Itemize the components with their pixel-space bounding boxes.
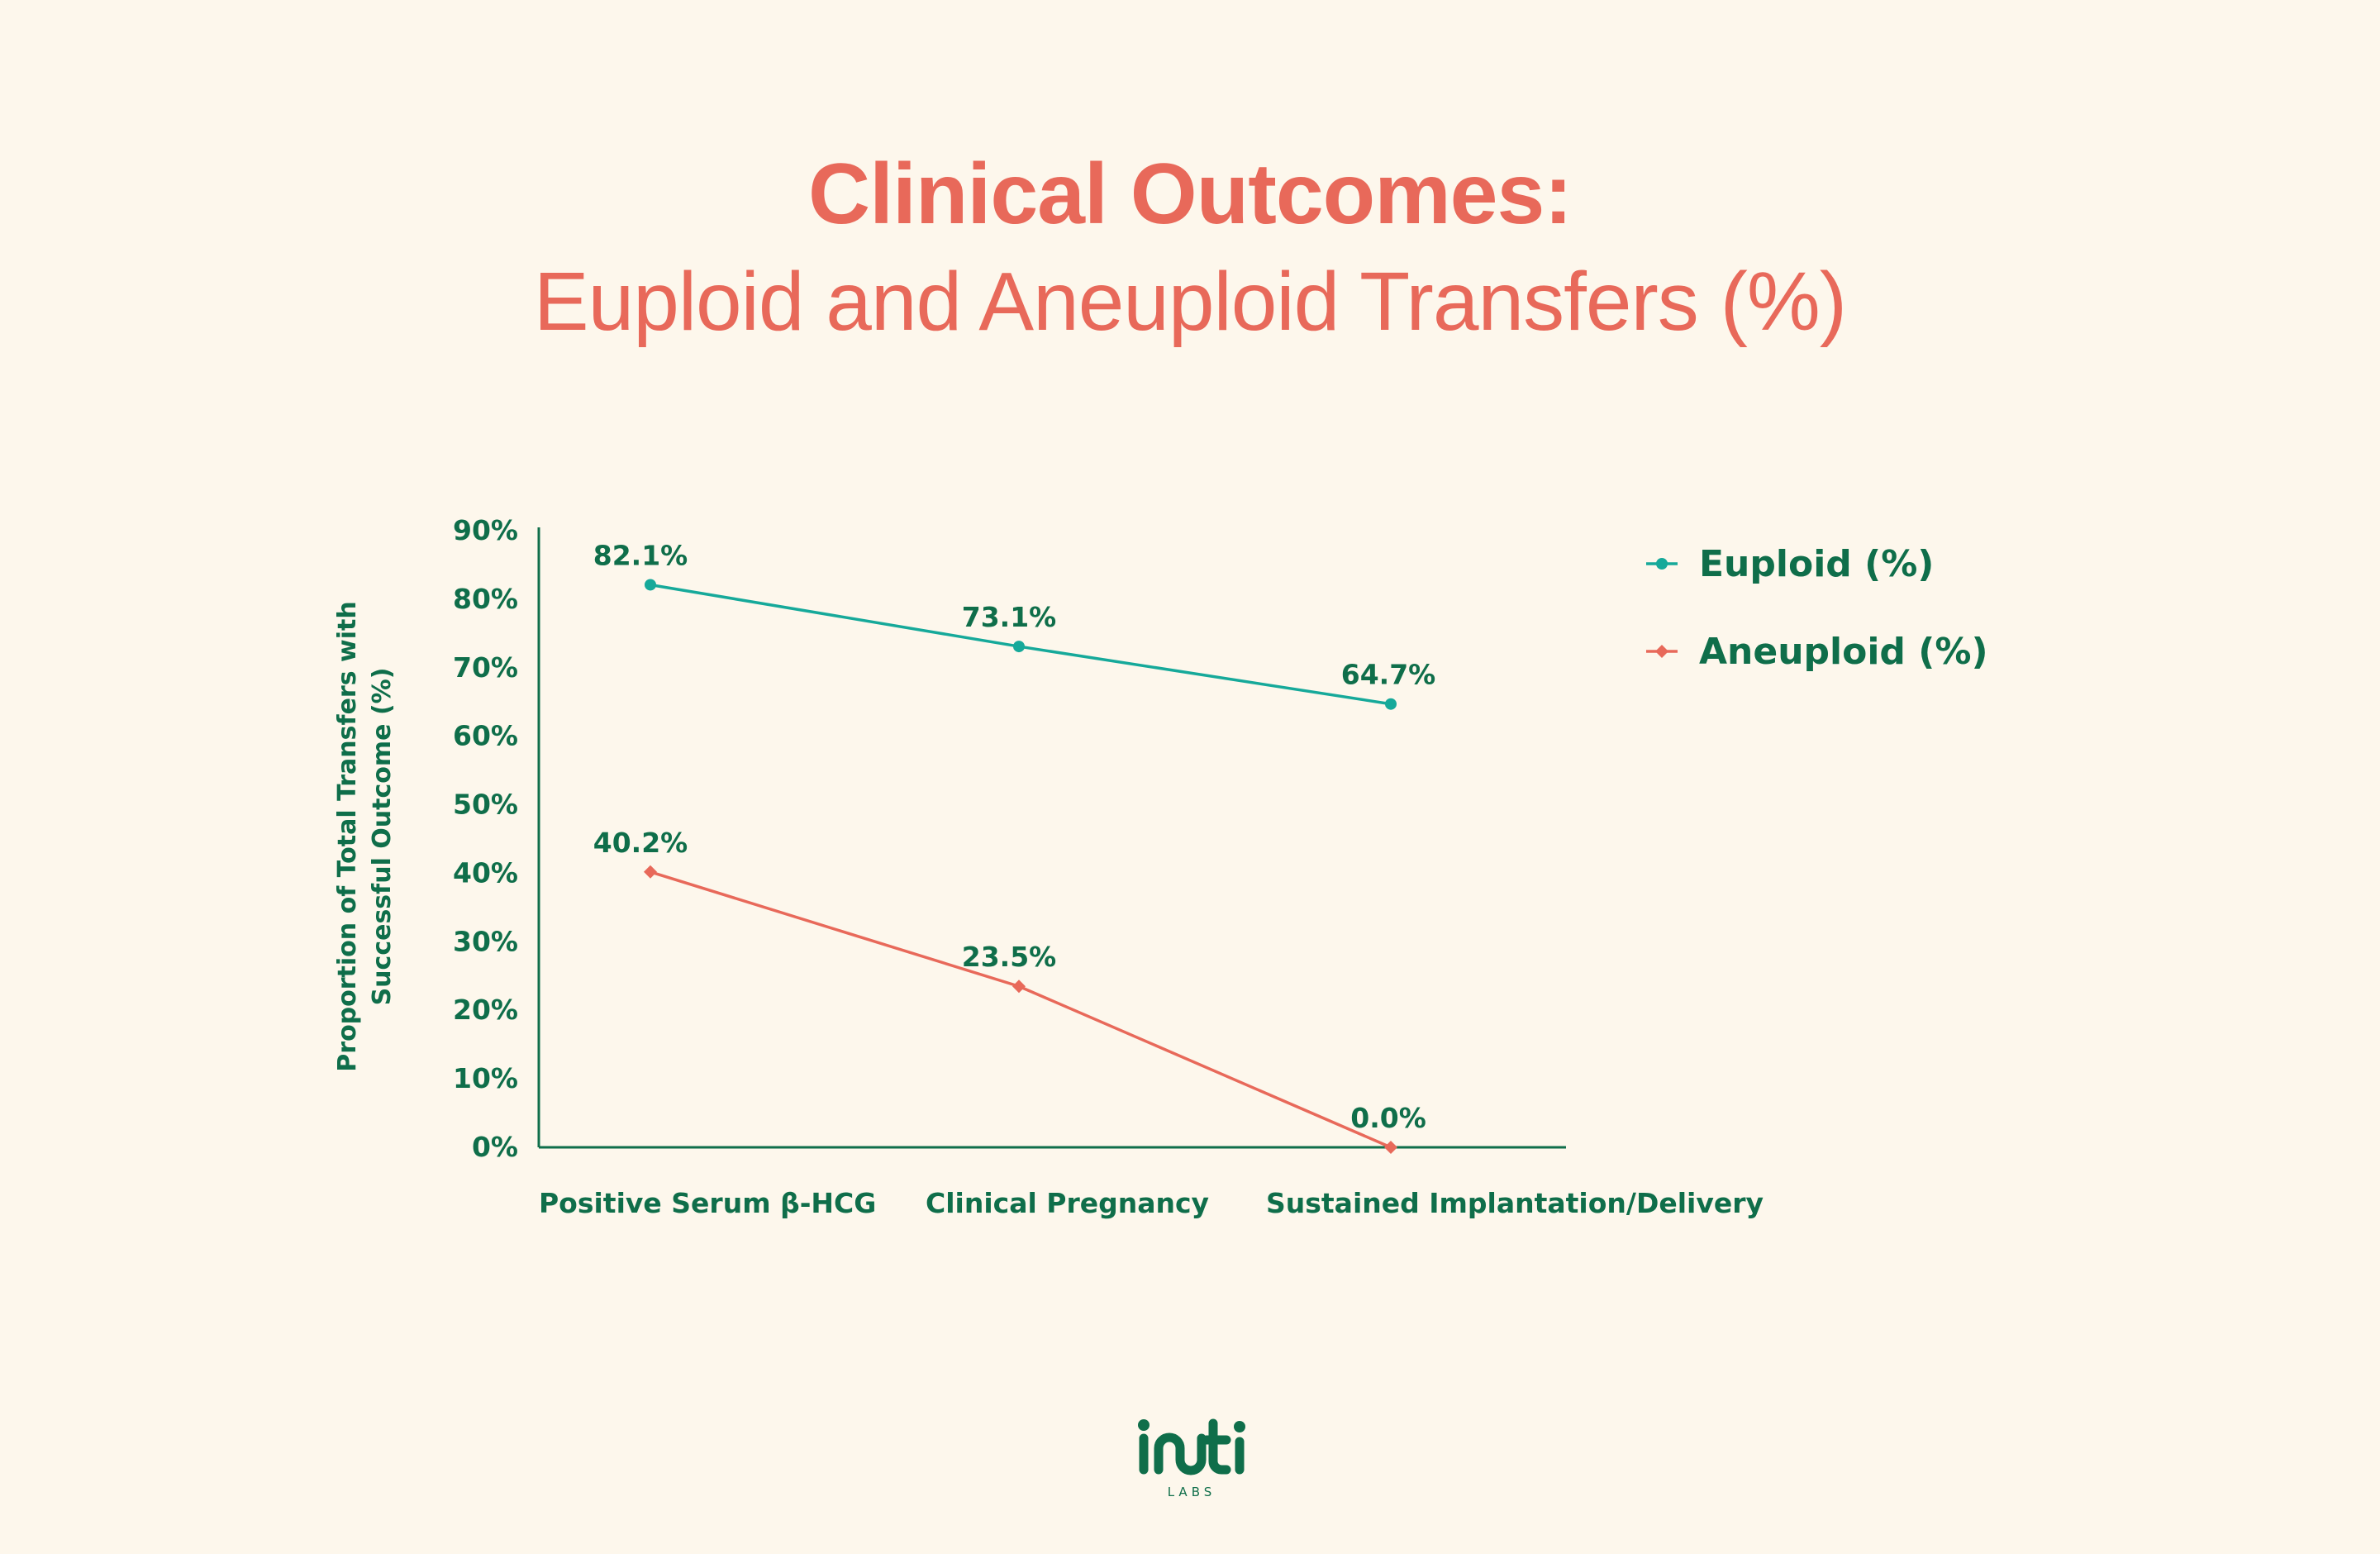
euploid-point <box>645 579 656 591</box>
y-tick-label: 0% <box>472 1131 518 1163</box>
aneuploid-point <box>1012 980 1026 994</box>
euploid-point <box>1013 641 1025 653</box>
logo-sub-text: LABS <box>1168 1485 1216 1499</box>
series: 82.1% 73.1% 64.7% 40.2% 23.5% 0.0% <box>593 539 1436 1154</box>
y-tick-label: 50% <box>453 789 518 821</box>
y-axis-title-line: Proportion of Total Transfers with <box>333 601 362 1071</box>
y-tick-label: 80% <box>453 583 518 615</box>
euploid-data-label: 82.1% <box>593 539 688 571</box>
inti-labs-logo: LABS <box>1138 1418 1245 1499</box>
y-tick-label: 10% <box>453 1062 518 1094</box>
aneuploid-data-label: 0.0% <box>1350 1102 1426 1134</box>
x-axis-ticks: Positive Serum β-HCG Clinical Pregnancy Su… <box>539 1187 1764 1219</box>
x-tick-label: Sustained Implantation/Delivery <box>1266 1187 1764 1219</box>
aneuploid-series-line <box>650 870 1392 1149</box>
aneuploid-point <box>1384 1141 1397 1154</box>
y-axis-title: Proportion of Total Transfers with Succes… <box>333 601 397 1071</box>
aneuploid-data-label: 40.2% <box>593 827 688 859</box>
euploid-data-label: 73.1% <box>962 601 1057 633</box>
y-tick-label: 30% <box>453 925 518 957</box>
y-tick-label: 20% <box>453 994 518 1026</box>
euploid-legend-label: Euploid (%) <box>1699 543 1934 585</box>
aneuploid-legend-marker <box>1655 645 1668 658</box>
euploid-point <box>1385 698 1397 710</box>
chart-title: Clinical Outcomes: <box>808 146 1573 242</box>
x-tick-label: Clinical Pregnancy <box>926 1187 1209 1219</box>
euploid-data-label: 64.7% <box>1341 659 1436 691</box>
y-tick-label: 40% <box>453 856 518 889</box>
y-axis-title-line: Successful Outcome (%) <box>368 668 397 1006</box>
aneuploid-legend-label: Aneuploid (%) <box>1699 631 1988 673</box>
y-tick-label: 90% <box>453 514 518 546</box>
y-axis-ticks: 0% 10% 20% 30% 40% 50% 60% 70% 80% 90% <box>453 514 518 1163</box>
euploid-legend-marker <box>1656 558 1668 570</box>
chart-subtitle: Euploid and Aneuploid Transfers (%) <box>533 255 1847 348</box>
chart-title-block: Clinical Outcomes: Euploid and Aneuploid… <box>0 141 2380 355</box>
aneuploid-data-label: 23.5% <box>962 941 1057 973</box>
y-tick-label: 60% <box>453 720 518 752</box>
x-tick-label: Positive Serum β-HCG <box>539 1187 876 1219</box>
y-tick-label: 70% <box>453 651 518 684</box>
y-axis-label: Proportion of Total Transfers with Succes… <box>333 601 397 1071</box>
aneuploid-point <box>644 865 657 879</box>
legend: Euploid (%) Aneuploid (%) <box>1646 543 1988 673</box>
